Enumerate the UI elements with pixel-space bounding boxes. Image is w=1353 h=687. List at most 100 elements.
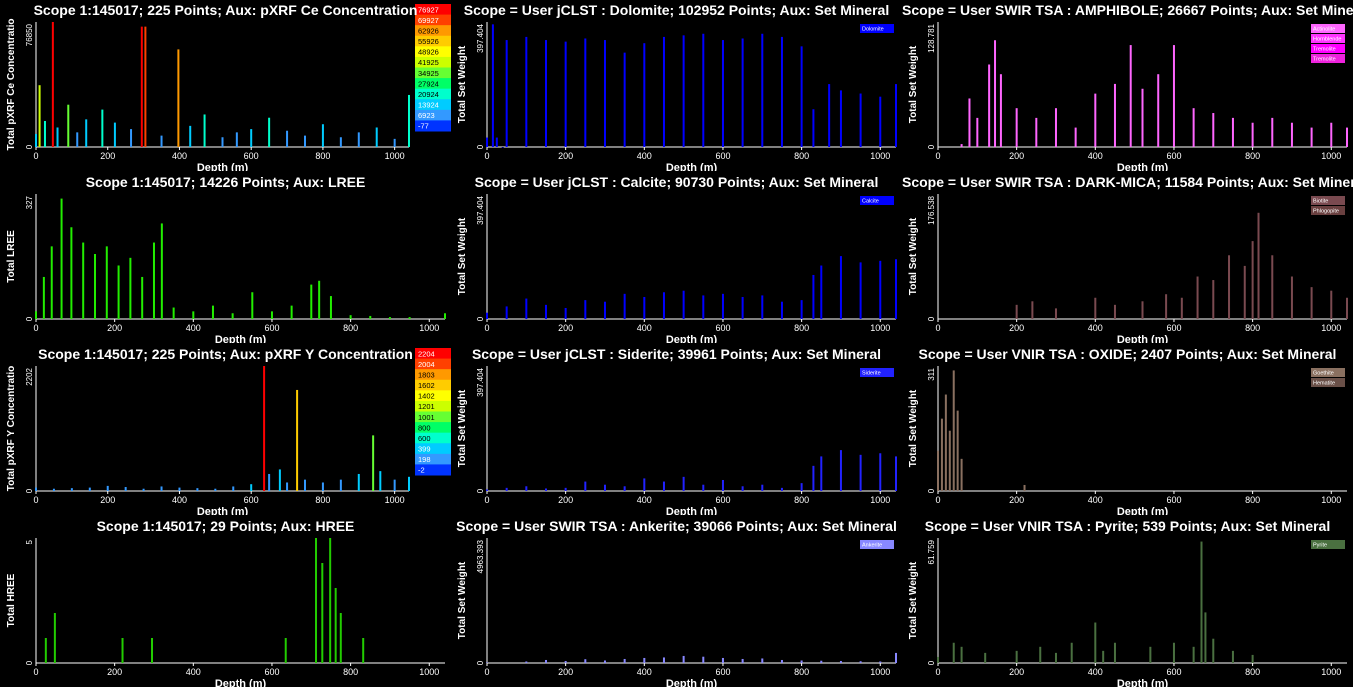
y-tick-label-max: 5 [25,539,34,544]
x-tick-label: 1000 [870,667,890,677]
chart-bar [42,276,45,319]
chart-bar [895,456,897,491]
chart-bar [88,487,91,491]
legend-item: Tremolite [1311,44,1345,53]
legend-item: Ankerite [860,540,894,549]
chart-bar [643,296,646,319]
chart-bar [1257,212,1260,319]
x-tick-label: 200 [107,323,122,333]
color-scale-entry: 1201 [415,400,451,412]
chart-bar [38,85,41,147]
chart-panel-lree: 0 200 400 600 800 1000 0 327 Depth (m) Total LREE… [0,172,451,343]
chart-panel-pyrite: 0 200 400 600 800 1000 0 61.759 Depth (m) Total S… [902,516,1353,687]
chart-bar [152,242,155,319]
x-axis-label: Depth (m) [666,162,718,171]
x-tick-label: 0 [484,323,489,333]
chart-bar [879,453,882,491]
y-tick-label-zero: 0 [927,488,936,493]
chart-bar [1113,83,1116,147]
chart-bar [820,265,823,319]
y-axis-label: Total Set Weight [457,561,468,639]
chart-bar [1310,127,1313,147]
color-scale-label: 2004 [418,360,435,369]
color-scale-entry: 55926 [415,35,451,47]
color-scale-entry: -2 [415,464,451,476]
legend-label: Ankerite [862,543,882,549]
chart-bar [232,486,235,491]
chart-bar [937,656,939,663]
chart-title: Scope = User jCLST : Calcite; 90730 Poin… [474,174,879,190]
color-scale-entry: 27924 [415,78,451,90]
chart-bar [960,646,963,663]
y-tick-label-zero: 0 [927,660,936,665]
x-tick-label: 0 [935,495,940,505]
chart-bar [113,122,116,147]
chart-bar [160,223,163,319]
x-tick-label: 600 [1166,323,1181,333]
y-axis-label: Total Set Weight [457,389,468,467]
chart-bar [303,135,306,147]
chart-svg-ce: 0 200 400 600 800 1000 0 76850 Depth (m) Total pX… [6,4,451,171]
chart-bar [643,43,646,147]
chart-bar [1180,297,1183,319]
chart-bar [315,538,318,663]
y-tick-label-zero: 0 [476,144,485,149]
chart-bar [682,655,685,663]
chart-bar [1330,290,1333,319]
chart-bar [408,94,410,147]
x-tick-label: 200 [107,667,122,677]
chart-bar [505,306,508,319]
color-scale-entry: 69927 [415,14,451,26]
chart-bar [1310,287,1313,319]
chart-bar [623,658,626,663]
x-tick-label: 600 [715,495,730,505]
legend-item: Pyrite [1311,540,1345,549]
x-axis-label: Depth (m) [666,678,718,687]
chart-bar [1251,241,1254,319]
x-tick-label: 200 [558,323,573,333]
x-tick-label: 200 [1009,667,1024,677]
chart-bar [839,256,842,319]
chart-bar [310,284,313,319]
x-tick-label: 400 [637,323,652,333]
x-tick-label: 200 [558,495,573,505]
chart-bar [160,486,163,491]
chart-bar [1141,301,1144,319]
color-scale-entry: 76927 [415,4,451,16]
chart-bar [1094,93,1097,147]
chart-bar [839,660,842,663]
color-scale-entry: 399 [415,443,451,455]
x-tick-label: 1000 [870,323,890,333]
chart-bar [643,478,646,491]
color-scale-label: 48926 [418,48,439,57]
y-axis-label: Total Set Weight [908,45,919,123]
chart-bar [1330,122,1333,147]
y-axis-label: Total Set Weight [908,389,919,467]
chart-bar [250,484,253,491]
chart-bar [505,40,508,147]
chart-bar [1074,127,1077,147]
x-tick-label: 600 [264,323,279,333]
chart-bar [721,293,724,319]
chart-bar [372,435,375,491]
chart-bar [525,661,528,663]
chart-bar [1204,612,1207,663]
chart-bar [231,313,234,319]
chart-title: Scope 1:145017; 225 Points; Aux: pXRF Y … [38,346,413,362]
y-tick-label-zero: 0 [927,316,936,321]
chart-bar [623,486,626,491]
chart-bar [357,473,360,491]
chart-svg-amphibole: 0 200 400 600 800 1000 0 128.781 Depth (m) Total … [908,22,1348,171]
chart-bar [129,257,132,319]
x-tick-label: 400 [172,495,187,505]
y-tick-label-max: 4963.393 [476,539,485,573]
color-scale-label: 69927 [418,16,439,25]
chart-bar [839,450,842,491]
chart-bar [1149,646,1152,663]
chart-panel-y: 0 200 400 600 800 1000 0 2202 Depth (m) Total pXR… [0,344,451,515]
y-tick-label-max: 397.404 [476,23,485,52]
color-scale-entry: 20924 [415,88,451,100]
x-tick-label: 400 [1088,323,1103,333]
x-tick-label: 800 [1245,667,1260,677]
chart-bar [290,305,293,319]
